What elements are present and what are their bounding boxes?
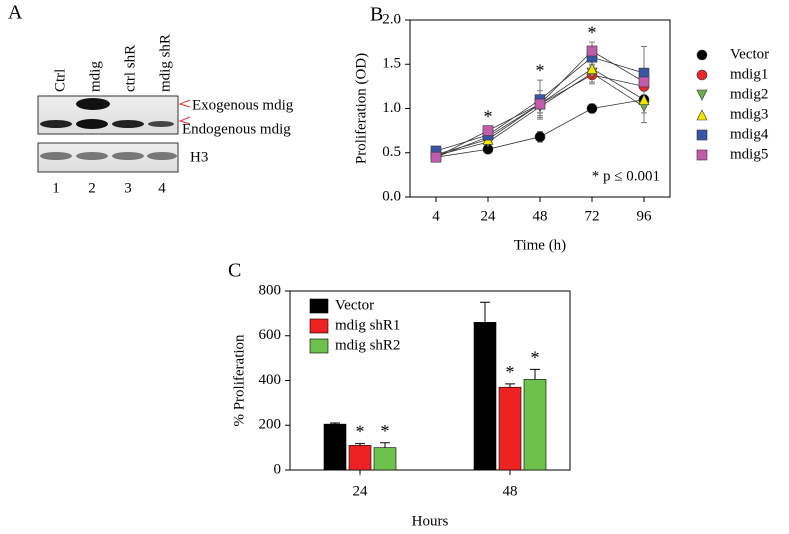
legend-marker: [696, 69, 708, 81]
y-axis-label: Proliferation (OD): [353, 53, 369, 164]
legend-marker: [696, 89, 708, 101]
bar: [523, 379, 547, 471]
marker: [638, 93, 650, 105]
band: [147, 152, 177, 160]
panel-label: B: [370, 4, 383, 26]
bar: [373, 447, 397, 471]
y-axis-label: % Proliferation: [231, 334, 247, 427]
lane-label: mdig shR: [157, 34, 173, 92]
band: [76, 152, 108, 160]
error-bar: [530, 368, 540, 380]
lane-number: 2: [88, 180, 96, 196]
significance: *: [506, 362, 515, 382]
marker: [482, 125, 494, 136]
error-bar: [480, 301, 490, 323]
legend-swatch: [309, 298, 329, 314]
legend-label: Vector: [730, 46, 769, 62]
marker: [430, 151, 442, 163]
panel-label: A: [8, 2, 23, 24]
legend-label: mdig1: [730, 66, 768, 82]
y-tick-label: 0.5: [382, 144, 401, 160]
significance: *: [484, 106, 493, 126]
significance: *: [356, 422, 365, 442]
annotation: * p ≤ 0.001: [592, 168, 660, 184]
band: [76, 119, 108, 129]
y-tick-label: 2.0: [382, 11, 401, 27]
legend-swatch: [309, 338, 329, 354]
bar: [473, 322, 497, 471]
legend-label: mdig5: [730, 146, 768, 162]
marker: [534, 98, 546, 110]
legend-label: mdig3: [730, 106, 768, 122]
x-tick-label: 72: [585, 208, 600, 224]
band-label: H3: [190, 149, 208, 165]
legend-label: mdig shR1: [335, 317, 400, 333]
y-tick-label: 1.0: [382, 100, 401, 116]
marker: [534, 131, 546, 143]
band: [112, 152, 144, 160]
lane-label: ctrl shR: [122, 45, 138, 92]
marker: [586, 63, 598, 74]
legend-label: mdig shR2: [335, 337, 400, 353]
legend-label: mdig4: [730, 126, 769, 142]
band-label: Endogenous mdig: [182, 121, 291, 137]
legend-marker: [696, 129, 708, 141]
y-tick-label: 0.0: [382, 188, 401, 204]
x-tick-label: 24: [481, 208, 497, 224]
x-axis-label: Hours: [412, 513, 449, 529]
x-tick-label: 48: [533, 208, 548, 224]
band: [40, 120, 72, 128]
band: [148, 121, 174, 127]
x-axis-label: Time (h): [514, 237, 566, 253]
x-tick-label: 96: [637, 208, 653, 224]
bar: [498, 386, 522, 471]
y-tick-label: 600: [259, 327, 282, 343]
panel-label: C: [228, 260, 241, 282]
error-bar: [380, 442, 390, 448]
legend-label: mdig2: [730, 86, 768, 102]
lane-label: Ctrl: [52, 69, 68, 92]
lane-number: 3: [124, 180, 132, 196]
significance: *: [381, 421, 390, 441]
panel-a: A Ctrl mdig ctrl shR mdig shR Exogenous …: [8, 2, 294, 197]
marker: [638, 67, 650, 79]
band-label: Exogenous mdig: [192, 97, 294, 113]
y-tick-label: 0: [274, 461, 282, 477]
significance: *: [588, 22, 597, 42]
error-bar: [355, 443, 365, 446]
arrow: [178, 99, 191, 125]
legend-label: Vector: [335, 297, 374, 313]
legend-swatch: [309, 318, 329, 334]
bar: [323, 423, 347, 471]
legend-marker: [696, 149, 708, 161]
legend-marker: [696, 109, 708, 121]
significance: *: [531, 347, 540, 367]
legend-marker: [696, 49, 708, 61]
x-tick-label: 48: [503, 483, 518, 499]
error-bar: [330, 422, 340, 425]
x-tick-label: 24: [353, 483, 369, 499]
y-tick-label: 1.5: [382, 56, 401, 72]
significance: *: [536, 60, 545, 80]
marker: [586, 45, 598, 57]
band: [40, 152, 72, 160]
band: [112, 120, 144, 128]
marker: [586, 103, 598, 114]
marker: [638, 76, 650, 88]
lane-number: 4: [158, 180, 166, 196]
bar: [348, 445, 372, 471]
y-tick-label: 200: [259, 417, 282, 433]
band: [76, 98, 110, 110]
x-tick-label: 4: [432, 208, 440, 224]
lane-number: 1: [52, 180, 60, 196]
y-tick-label: 800: [259, 282, 282, 298]
lane-label: mdig: [87, 61, 103, 92]
error-bar: [505, 383, 515, 388]
y-tick-label: 400: [259, 372, 282, 388]
